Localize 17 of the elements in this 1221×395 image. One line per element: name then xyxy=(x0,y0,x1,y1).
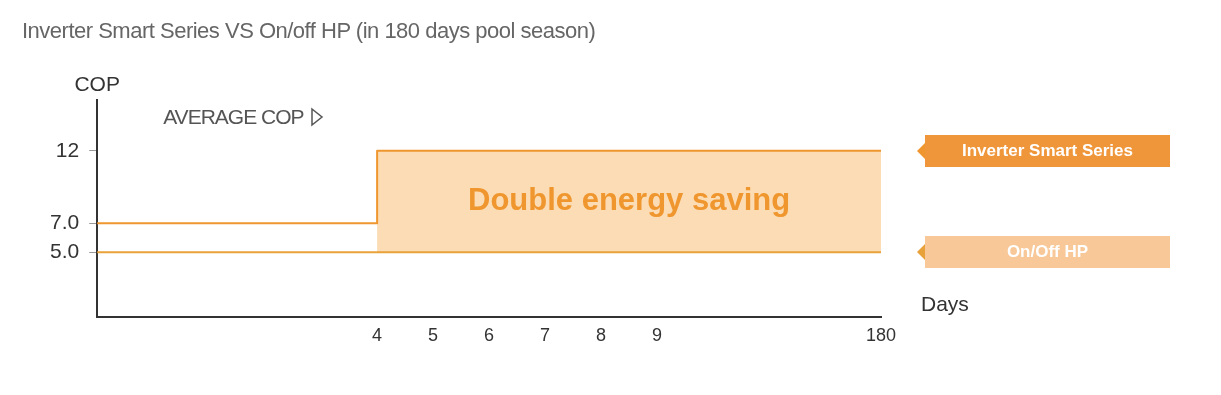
text: On/Off HP xyxy=(925,236,1170,269)
annotation: AVERAGE COP xyxy=(163,105,304,130)
x-tick-label: 180 xyxy=(865,325,897,346)
legend-label: Inverter Smart Series xyxy=(925,134,1170,167)
x-tick-label: 5 xyxy=(428,325,439,346)
y-tick-label: 12 xyxy=(55,137,80,161)
y-tick-label: 7.0 xyxy=(49,209,80,233)
x-tick-label: 8 xyxy=(596,325,607,346)
x-tick-label: 9 xyxy=(652,325,663,346)
x-axis-title: Days xyxy=(921,291,969,315)
x-tick-label: 6 xyxy=(484,325,495,346)
y-axis-title: COP xyxy=(74,72,120,96)
x-tick-label: 7 xyxy=(540,325,551,346)
band-label: Double energy saving xyxy=(467,182,791,217)
y-tick-label: 5.0 xyxy=(49,238,80,262)
chart-title: Inverter Smart Series VS On/off HP (in 180 days pool season) xyxy=(22,18,596,44)
x-tick-label: 4 xyxy=(372,325,383,346)
